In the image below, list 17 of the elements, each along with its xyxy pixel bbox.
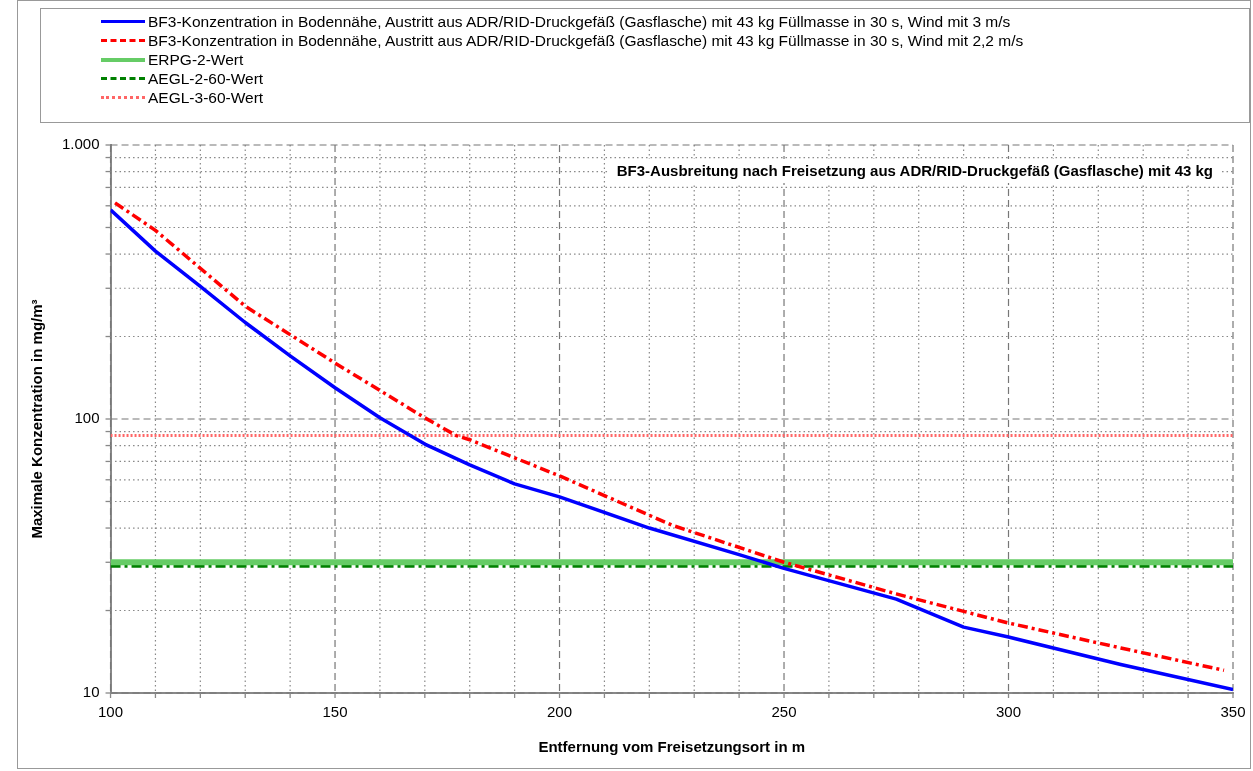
x-tick-label: 150	[322, 703, 348, 721]
legend-label: AEGL-3-60-Wert	[148, 88, 264, 107]
legend-label: AEGL-2-60-Wert	[148, 69, 264, 88]
x-tick-label: 100	[98, 703, 124, 721]
y-tick-label: 1.000	[61, 135, 100, 153]
legend-label: BF3-Konzentration in Bodennähe, Austritt aus ADR/RID-Druckgefäß (Gasflasche) mit 43 kg Füllmasse in 30 s, Wind mit 2,2 m/s	[148, 31, 1024, 50]
x-tick-label: 350	[1220, 703, 1246, 721]
y-tick-label: 10	[82, 683, 100, 701]
legend-label: ERPG-2-Wert	[148, 50, 244, 69]
x-tick-label: 200	[547, 703, 573, 721]
text: BF3-Ausbreitung nach Freisetzung aus ADR/RID-Druckgefäß (Gasflasche) mit 43 kg	[616, 162, 1213, 180]
y-tick-label: 100	[74, 409, 100, 427]
x-tick-label: 250	[771, 703, 797, 721]
legend-label: BF3-Konzentration in Bodennähe, Austritt aus ADR/RID-Druckgefäß (Gasflasche) mit 43 kg Füllmasse in 30 s, Wind mit 3 m/s	[148, 12, 1011, 31]
x-axis-title: Entfernung vom Freisetzungsort in m	[538, 738, 806, 756]
x-tick-label: 300	[995, 703, 1022, 721]
y-axis-title: Maximale Konzentration in mg/m³	[28, 299, 46, 539]
